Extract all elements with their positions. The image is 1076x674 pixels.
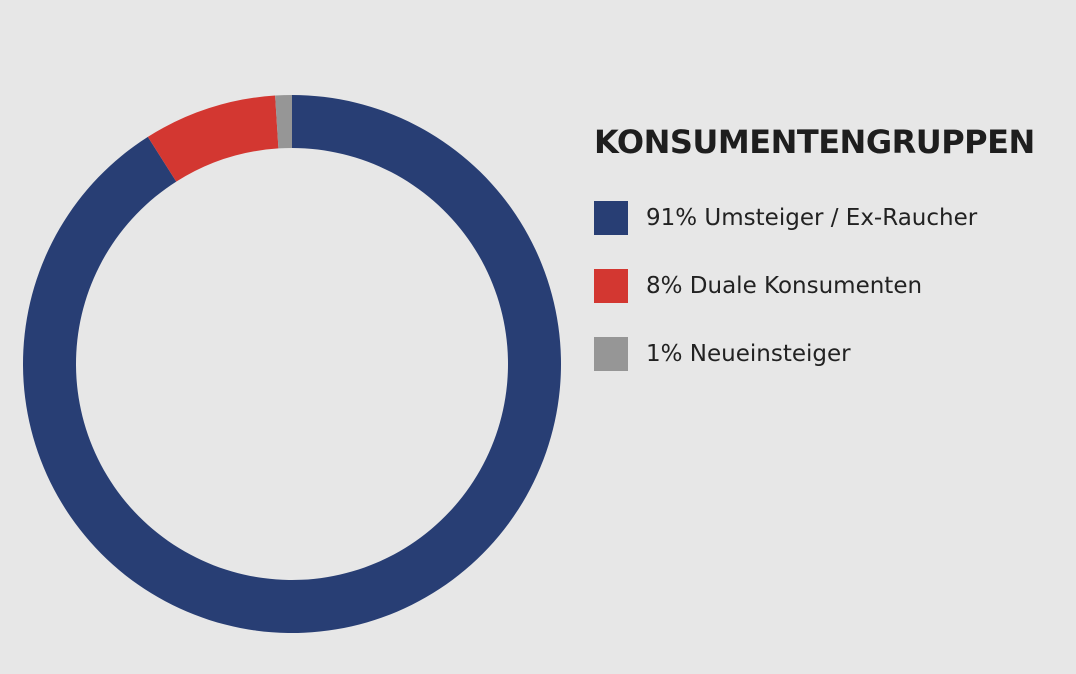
legend-label-duale-konsumenten: 8% Duale Konsumenten — [646, 273, 923, 299]
legend-swatch-neueinsteiger — [594, 337, 628, 371]
chart-title: KONSUMENTENGRUPPEN — [594, 123, 1035, 161]
legend-label-neueinsteiger: 1% Neueinsteiger — [646, 341, 851, 367]
donut-slice-duale-konsumenten — [147, 95, 279, 182]
legend-swatch-umsteiger — [594, 201, 628, 235]
legend-item-umsteiger: 91% Umsteiger / Ex-Raucher — [594, 200, 1064, 236]
legend-label-umsteiger: 91% Umsteiger / Ex-Raucher — [646, 205, 978, 231]
legend: KONSUMENTENGRUPPEN 91% Umsteiger / Ex-Ra… — [594, 122, 1064, 404]
donut-chart — [22, 95, 561, 633]
donut-slice-umsteiger — [22, 95, 561, 633]
legend-item-neueinsteiger: 1% Neueinsteiger — [594, 336, 1064, 372]
donut-slices — [22, 95, 561, 633]
legend-swatch-duale-konsumenten — [594, 269, 628, 303]
legend-item-duale-konsumenten: 8% Duale Konsumenten — [594, 268, 1064, 304]
donut-slice-neueinsteiger — [275, 95, 292, 149]
